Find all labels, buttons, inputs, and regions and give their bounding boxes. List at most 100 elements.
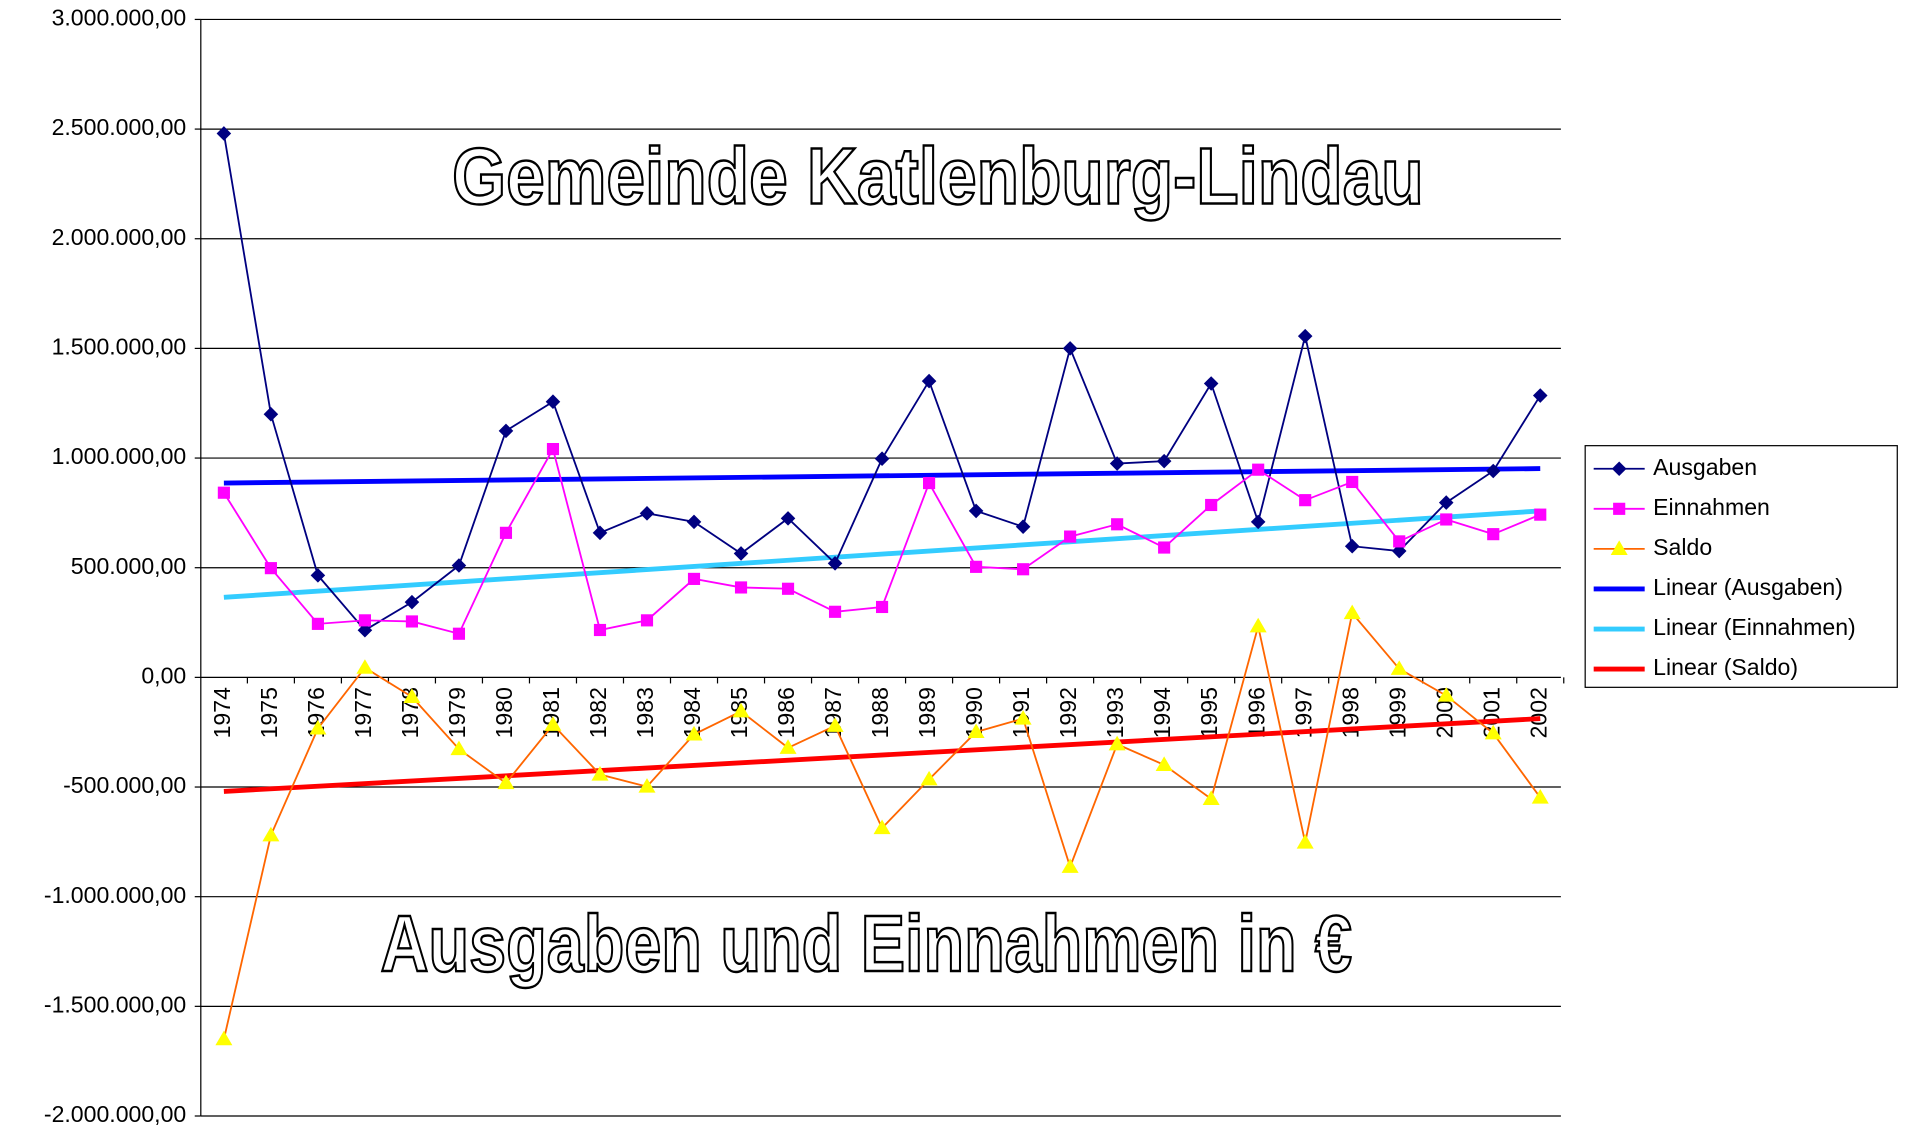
y-tick-label: 0,00 [141, 662, 186, 688]
marker [640, 614, 654, 627]
marker [1249, 617, 1267, 633]
legend-label: Linear (Einnahmen) [1653, 614, 1856, 640]
marker [498, 423, 514, 439]
marker [1485, 463, 1501, 479]
marker [545, 394, 561, 409]
x-tick-label: 1982 [585, 687, 611, 738]
marker [873, 819, 891, 835]
y-tick-label: 2.500.000,00 [52, 114, 187, 140]
marker [733, 546, 749, 561]
marker [875, 600, 889, 614]
marker [591, 766, 609, 781]
y-tick-label: -1.000.000,00 [44, 882, 186, 908]
marker [544, 716, 562, 731]
marker [1109, 456, 1125, 471]
marker [405, 615, 419, 628]
marker [1438, 495, 1454, 510]
trendline [223, 466, 1541, 486]
marker [1532, 388, 1548, 403]
x-tick-label: 1983 [632, 687, 658, 738]
marker [1484, 724, 1502, 740]
marker [1346, 475, 1359, 489]
marker [828, 605, 842, 618]
marker [592, 525, 608, 541]
marker [1534, 508, 1547, 521]
marker [1531, 789, 1549, 804]
marker [497, 774, 515, 790]
marker [1343, 604, 1361, 620]
marker [1017, 563, 1030, 576]
marker [967, 723, 985, 739]
legend-label: Linear (Ausgaben) [1653, 574, 1843, 600]
marker [638, 778, 656, 793]
marker [499, 526, 513, 539]
legend-marker [1610, 540, 1628, 555]
marker [1487, 528, 1500, 541]
marker [452, 627, 466, 640]
marker [593, 623, 607, 637]
marker [781, 582, 795, 595]
x-tick-label: 1989 [914, 687, 940, 738]
y-tick-label: 1.000.000,00 [52, 443, 187, 469]
x-tick-label: 1974 [209, 687, 235, 738]
marker [1390, 660, 1408, 675]
trendline [223, 716, 1541, 794]
marker [1297, 328, 1313, 344]
marker [1252, 463, 1265, 476]
marker [403, 688, 421, 703]
chart-title: Gemeinde Katlenburg-Lindau [452, 130, 1423, 220]
legend-label: Einnahmen [1653, 494, 1770, 520]
marker [1014, 710, 1032, 725]
marker [732, 702, 750, 718]
y-tick-label: -1.500.000,00 [44, 991, 186, 1017]
marker [1062, 341, 1078, 356]
marker [920, 770, 938, 786]
chart-subtitle: Ausgaben und Einnahmen in € [381, 898, 1352, 988]
legend-marker [1611, 461, 1627, 477]
marker [1108, 735, 1126, 751]
marker [1393, 535, 1406, 548]
marker [216, 126, 232, 141]
x-tick-label: 1988 [867, 687, 893, 738]
marker [1344, 538, 1360, 554]
legend-label: Saldo [1653, 534, 1712, 560]
trendline [223, 508, 1541, 600]
x-tick-label: 1991 [1008, 687, 1034, 738]
marker [921, 373, 937, 389]
x-tick-label: 1995 [1196, 687, 1222, 738]
marker [309, 719, 327, 735]
marker [874, 451, 890, 467]
marker [311, 617, 324, 630]
y-tick-label: 2.000.000,00 [52, 224, 187, 250]
x-tick-label: 1977 [350, 687, 376, 738]
y-tick-label: -2.000.000,00 [44, 1101, 186, 1127]
marker [734, 581, 748, 594]
marker [827, 556, 843, 571]
marker [1299, 494, 1312, 507]
x-tick-label: 1993 [1102, 687, 1128, 738]
marker [1437, 687, 1455, 702]
y-tick-label: -500.000,00 [63, 772, 186, 798]
marker [1296, 834, 1314, 849]
marker [923, 476, 936, 490]
x-tick-label: 1992 [1055, 687, 1081, 738]
marker [450, 740, 468, 756]
x-tick-label: 1996 [1243, 687, 1269, 738]
y-tick-label: 1.500.000,00 [52, 333, 187, 359]
marker [1155, 756, 1173, 771]
x-tick-label: 1999 [1384, 687, 1410, 738]
x-tick-label: 1994 [1149, 687, 1175, 738]
marker [1202, 790, 1220, 805]
marker [215, 1030, 233, 1046]
legend-label: Ausgaben [1653, 454, 1757, 480]
marker [358, 614, 371, 627]
legend-box [1584, 445, 1898, 688]
legend-label: Linear (Saldo) [1653, 654, 1798, 680]
marker [1203, 376, 1219, 391]
marker [1158, 541, 1171, 554]
marker [1064, 530, 1077, 543]
x-tick-label: 1986 [773, 687, 799, 738]
marker [1156, 453, 1172, 469]
